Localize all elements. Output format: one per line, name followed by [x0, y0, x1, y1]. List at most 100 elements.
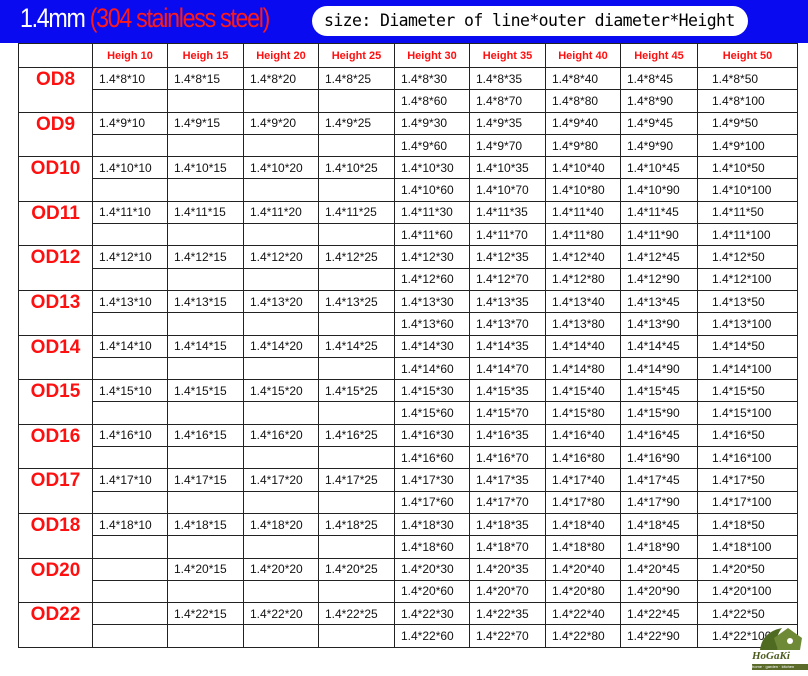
size-cell: 1.4*20*50: [697, 557, 798, 581]
table-row: OD22 1.4*22*15 1.4*22*20 1.4*22*25 1.4*22*30…: [18, 602, 798, 648]
size-cell: 1.4*22*15: [167, 602, 244, 626]
size-cell: 1.4*15*35: [469, 379, 546, 403]
od-label: OD8: [18, 67, 93, 113]
size-cell: 1.4*15*15: [167, 379, 244, 403]
size-cell: 1.4*17*25: [318, 468, 395, 492]
size-cell: [167, 446, 244, 470]
size-cell: 1.4*16*40: [545, 423, 621, 448]
size-cell: [318, 401, 395, 425]
size-cell: 1.4*13*70: [469, 312, 546, 336]
table-row: OD9 1.4*9*10 1.4*9*15 1.4*9*20 1.4*9*25 1.4*9…: [18, 111, 798, 158]
size-cell: 1.4*14*10: [92, 334, 168, 358]
size-cell: [318, 267, 395, 291]
od-label: OD9: [18, 111, 93, 158]
size-cell: [318, 223, 395, 247]
size-cell: 1.4*12*10: [92, 245, 168, 269]
size-cell: 1.4*9*10: [92, 111, 168, 135]
size-cell: 1.4*9*90: [620, 133, 698, 158]
size-cell: 1.4*22*50: [697, 602, 798, 626]
logo-brand: HoGaKi: [752, 650, 790, 662]
size-cell: 1.4*11*60: [394, 223, 470, 247]
size-cell: 1.4*10*100: [697, 178, 798, 202]
size-cell: 1.4*11*80: [545, 223, 621, 247]
table-row: OD16 1.4*16*10 1.4*16*15 1.4*16*20 1.4*16*25…: [18, 423, 798, 470]
size-cell: 1.4*17*15: [167, 468, 244, 492]
size-cell: 1.4*8*40: [545, 66, 621, 91]
size-cell: 1.4*13*20: [243, 289, 319, 314]
size-cell: 1.4*9*25: [318, 111, 395, 135]
size-cell: 1.4*8*90: [620, 89, 698, 113]
size-cell: [243, 223, 319, 247]
size-cell: [167, 178, 244, 202]
size-cell: [167, 579, 244, 604]
size-cell: 1.4*17*30: [394, 468, 470, 492]
size-cell: [92, 490, 168, 514]
column-header: Height 45: [620, 43, 698, 68]
size-cell: 1.4*13*35: [469, 289, 546, 314]
size-cell: [92, 133, 168, 158]
size-note: size: Diameter of line*outer diameter*He…: [312, 6, 748, 36]
size-cell: 1.4*10*20: [243, 156, 319, 180]
size-cell: 1.4*22*25: [318, 602, 395, 626]
table-row: OD10 1.4*10*10 1.4*10*15 1.4*10*20 1.4*10*25…: [18, 156, 798, 202]
size-cell: 1.4*18*15: [167, 512, 244, 537]
size-cell: 1.4*8*80: [545, 89, 621, 113]
header-row: Heigh 10 Heigh 15 Height 20 Height 25 Height…: [18, 43, 798, 68]
logo-tagline: home · garden · kitchen: [752, 664, 808, 670]
table-row: 1.4*20*60 1.4*20*70 1.4*20*80 1.4*20*90 1.4*…: [19, 579, 798, 604]
size-cell: 1.4*10*90: [620, 178, 698, 202]
size-cell: 1.4*14*20: [243, 334, 319, 358]
size-cell: 1.4*17*10: [92, 468, 168, 492]
page-title: 1.4mm (304 stainless steel): [20, 3, 270, 34]
size-cell: 1.4*14*50: [697, 334, 798, 358]
size-cell: [243, 89, 319, 113]
size-cell: 1.4*9*15: [167, 111, 244, 135]
size-cell: 1.4*16*100: [697, 446, 798, 470]
size-cell: 1.4*18*20: [243, 512, 319, 537]
size-cell: [243, 267, 319, 291]
table-row: OD12 1.4*12*10 1.4*12*15 1.4*12*20 1.4*12*25…: [18, 245, 798, 291]
size-cell: 1.4*10*30: [394, 156, 470, 180]
size-cell: 1.4*22*20: [243, 602, 319, 626]
size-cell: [92, 401, 168, 425]
size-cell: 1.4*15*25: [318, 379, 395, 403]
size-cell: 1.4*20*35: [469, 557, 546, 581]
size-cell: 1.4*10*10: [92, 156, 168, 180]
size-cell: 1.4*11*10: [92, 200, 168, 225]
column-header: Heigh 10: [92, 43, 168, 68]
table-row: 1.4*15*60 1.4*15*70 1.4*15*80 1.4*15*90 1.4*…: [19, 401, 798, 425]
size-cell: 1.4*20*25: [318, 557, 395, 581]
size-cell: 1.4*16*30: [394, 423, 470, 448]
size-cell: 1.4*8*45: [620, 66, 698, 91]
size-cell: 1.4*14*45: [620, 334, 698, 358]
table-row: OD13 1.4*13*10 1.4*13*15 1.4*13*20 1.4*13*25…: [18, 289, 798, 336]
size-cell: 1.4*13*30: [394, 289, 470, 314]
size-cell: 1.4*15*30: [394, 379, 470, 403]
size-cell: 1.4*13*100: [697, 312, 798, 336]
size-cell: 1.4*9*50: [697, 111, 798, 135]
size-cell: 1.4*12*100: [697, 267, 798, 291]
size-cell: 1.4*22*80: [545, 624, 621, 648]
size-cell: 1.4*16*60: [394, 446, 470, 470]
table-row: OD15 1.4*15*10 1.4*15*15 1.4*15*20 1.4*15*25…: [18, 379, 798, 425]
size-cell: 1.4*12*20: [243, 245, 319, 269]
size-cell: 1.4*10*60: [394, 178, 470, 202]
size-cell: 1.4*12*35: [469, 245, 546, 269]
size-cell: [243, 579, 319, 604]
table-row: 1.4*9*60 1.4*9*70 1.4*9*80 1.4*9*90 1.4*9*10…: [19, 133, 798, 158]
size-cell: [92, 446, 168, 470]
size-cell: [318, 89, 395, 113]
size-cell: [92, 89, 168, 113]
size-cell: [92, 579, 168, 604]
size-cell: 1.4*11*90: [620, 223, 698, 247]
brand-logo: HoGaKi home · garden · kitchen: [752, 624, 808, 674]
column-header: Height 40: [545, 43, 621, 68]
size-cell: 1.4*16*10: [92, 423, 168, 448]
size-cell: 1.4*9*45: [620, 111, 698, 135]
title-size: 1.4mm: [20, 3, 86, 33]
size-cell: 1.4*20*70: [469, 579, 546, 604]
size-cell: 1.4*8*30: [394, 66, 470, 91]
size-cell: [318, 356, 395, 381]
size-cell: 1.4*13*45: [620, 289, 698, 314]
size-cell: 1.4*11*45: [620, 200, 698, 225]
